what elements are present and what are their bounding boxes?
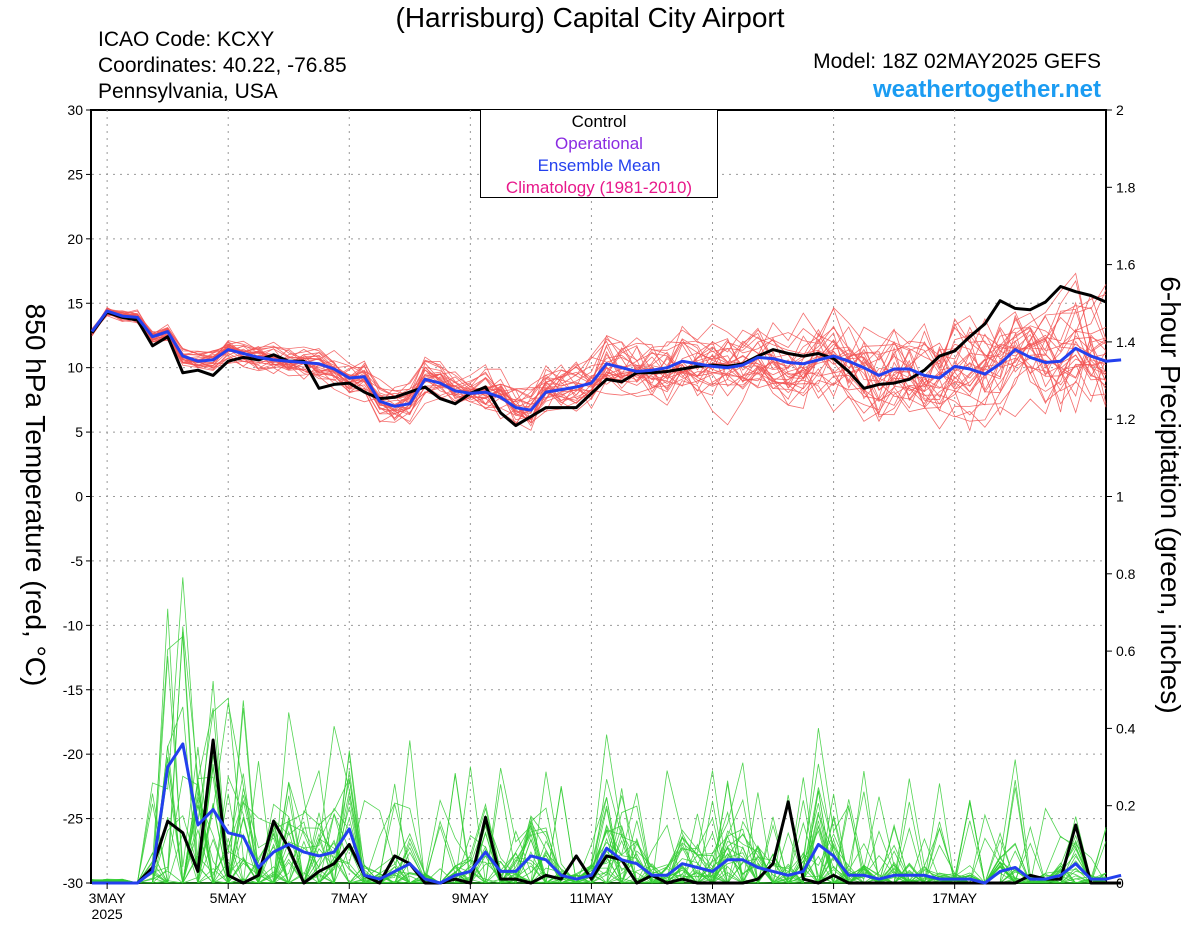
temp-member-line [91,309,1107,414]
y-tick-left: -30 [63,875,83,891]
brand-link[interactable]: weathertogether.net [872,76,1101,103]
y-tick-left: 30 [67,102,83,118]
temp-member-line [91,272,1107,423]
precip-member-line [91,708,1107,885]
model-run: Model: 18Z 02MAY2025 GEFS [813,50,1101,73]
temp-member-line [91,313,1107,425]
chart-title: (Harrisburg) Capital City Airport [395,2,785,33]
precip-member-line [91,626,1107,885]
y-tick-left: 10 [67,360,83,376]
precip-member-line [91,635,1107,884]
x-year-label: 2025 [92,906,123,922]
y-tick-left: -5 [71,553,84,569]
x-tick-label: 3MAY [89,890,127,906]
ensemble-mean-temperature-line [90,309,1122,412]
temp-member-line [91,315,1107,422]
y-tick-left: 15 [67,295,83,311]
temp-member-line [91,311,1107,426]
y-tick-right: 0.6 [1116,643,1136,659]
x-tick-label: 11MAY [570,890,614,906]
legend-climatology: Climatology (1981-2010) [505,178,693,197]
y-axis-label-right: 6-hour Precipitation (green, inches) [1155,276,1186,714]
y-tick-left: -20 [63,746,83,762]
y-tick-left: 5 [75,424,83,440]
x-tick-label: 17MAY [932,890,978,906]
gridlines [92,110,1106,883]
y-tick-right: 0 [1116,875,1124,891]
y-tick-left: -25 [63,811,83,827]
main-series [90,285,1122,885]
temp-member-line [91,309,1107,415]
icao-code: ICAO Code: KCXY [98,28,275,51]
precip-member-line [91,631,1107,885]
region: Pennsylvania, USA [98,80,278,103]
y-tick-left: -15 [63,682,83,698]
y-tick-right: 0.4 [1116,720,1136,736]
y-tick-right: 0.8 [1116,566,1136,582]
y-tick-right: 0.2 [1116,798,1136,814]
ensemble-mean-precipitation-line [92,742,1122,885]
legend: Control Operational Ensemble Mean Climat… [480,109,718,198]
x-tick-label: 5MAY [210,890,248,906]
legend-control: Control [571,112,627,131]
control-precipitation-line [92,738,1122,885]
y-tick-right: 1.6 [1116,257,1136,273]
temp-member-line [91,280,1107,410]
legend-ensemble-mean: Ensemble Mean [537,156,661,175]
y-tick-right: 1.8 [1116,179,1136,195]
temp-member-line [91,289,1107,422]
coordinates: Coordinates: 40.22, -76.85 [98,54,347,77]
x-tick-label: 15MAY [811,890,857,906]
y-tick-right: 1.2 [1116,411,1136,427]
y-tick-left: 0 [75,489,83,505]
y-tick-left: 20 [67,231,83,247]
x-tick-label: 9MAY [452,890,490,906]
legend-operational: Operational [555,134,643,153]
x-tick-label: 13MAY [690,890,736,906]
y-tick-right: 2 [1116,102,1124,118]
y-tick-left: 25 [67,166,83,182]
x-tick-label: 7MAY [331,890,369,906]
y-tick-right: 1.4 [1116,334,1136,350]
axis-ticks: 302520151050-5-10-15-20-25-3021.81.61.41… [63,102,1136,922]
y-tick-left: -10 [63,617,83,633]
y-axis-label-left: 850 hPa Temperature (red, °C) [20,303,51,687]
y-tick-right: 1 [1116,489,1124,505]
